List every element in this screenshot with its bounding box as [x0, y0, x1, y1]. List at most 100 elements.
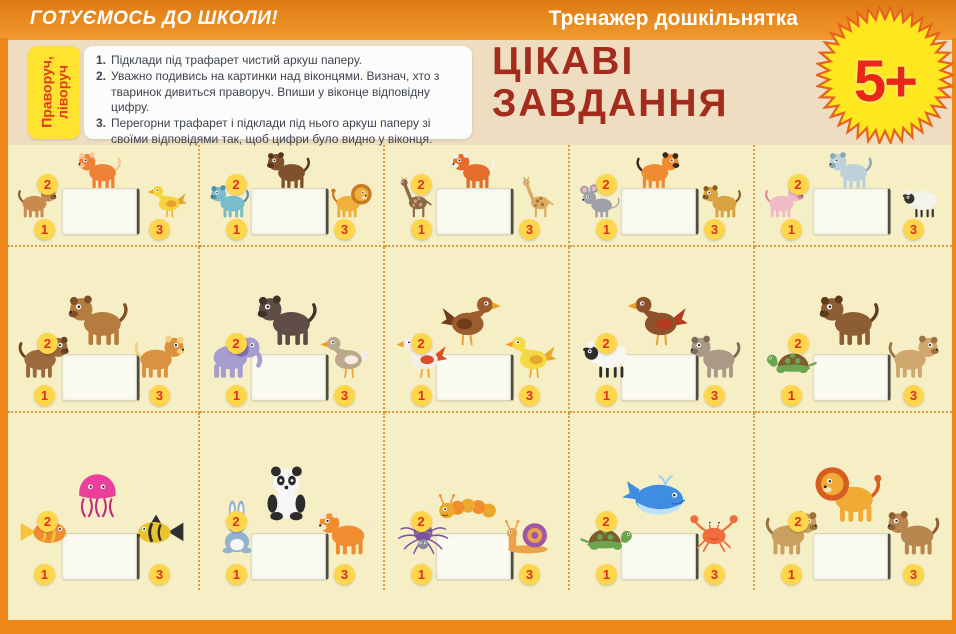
number-badge: 1 [596, 219, 617, 240]
animal-lion [330, 177, 373, 220]
animal-crab [685, 500, 743, 558]
series-title: ГОТУЄМОСЬ ДО ШКОЛИ! [30, 8, 279, 29]
animal-turkey [623, 283, 689, 349]
number-badge: 3 [903, 564, 924, 585]
number-badge: 1 [781, 385, 802, 406]
animal-lion [813, 456, 883, 526]
animal-puppy [886, 325, 942, 381]
animal-hen [438, 283, 504, 349]
task-cell: 1 2 3 [8, 145, 200, 247]
animal-sheep [899, 177, 942, 220]
animal-chick [502, 325, 558, 381]
answer-window [620, 188, 699, 235]
task-cell: 1 2 3 [385, 413, 570, 590]
answer-window [812, 188, 891, 235]
number-badge: 2 [37, 333, 58, 354]
answer-window [812, 354, 891, 401]
number-badge: 1 [411, 219, 432, 240]
animal-donkey [687, 325, 743, 381]
top-orange-bar: ГОТУЄМОСЬ ДО ШКОЛИ! Тренажер дошкільнятк… [0, 0, 956, 40]
starburst-icon [816, 6, 954, 144]
number-badge: 2 [225, 174, 247, 195]
animal-panda [251, 456, 321, 526]
instructions-list: 1. Підклади під трафарет чистий аркуш пап… [96, 53, 462, 147]
animal-squirrel [65, 283, 131, 349]
animal-turtle [763, 325, 819, 381]
animal-hippo [253, 283, 319, 349]
animal-bear [815, 283, 881, 349]
age-badge-text: 5+ [853, 48, 918, 114]
number-badge: 1 [226, 219, 247, 240]
animal-striped-fish [130, 500, 188, 558]
answer-window [61, 188, 140, 235]
number-badge: 1 [781, 219, 802, 240]
number-badge: 3 [903, 385, 924, 406]
animal-camel [884, 500, 942, 558]
number-badge: 3 [704, 219, 725, 240]
number-badge: 3 [334, 564, 355, 585]
number-badge: 2 [410, 333, 432, 354]
page-title: ЦІКАВІ ЗАВДАННЯ [492, 40, 729, 125]
answer-window [620, 354, 699, 401]
animal-dog [264, 143, 312, 191]
animal-ostrich [393, 177, 436, 220]
animal-mouse [578, 177, 621, 220]
answer-window [61, 533, 140, 580]
number-badge: 3 [519, 219, 540, 240]
answer-window [435, 354, 514, 401]
animal-hippo [208, 177, 251, 220]
instruction-item: 3. Перегорни трафарет і підклади під ньог… [96, 116, 433, 146]
animal-jellyfish [62, 456, 132, 526]
number-badge: 2 [37, 511, 58, 532]
task-cell: 1 2 3 [755, 413, 952, 590]
age-badge: 5+ [816, 6, 954, 144]
number-badge: 2 [787, 333, 809, 354]
answer-window [250, 188, 329, 235]
instruction-item: 2. Уважно подивись на картинки над віконц… [96, 69, 440, 115]
number-badge: 1 [781, 564, 802, 585]
animal-squirrel [315, 500, 373, 558]
number-badge: 2 [787, 511, 809, 532]
task-cell: 1 2 3 [200, 145, 385, 247]
frame-right [952, 38, 956, 622]
animal-goat [826, 143, 874, 191]
answer-window [61, 354, 140, 401]
number-badge: 1 [34, 219, 55, 240]
task-cell: 1 2 3 [385, 145, 570, 247]
number-badge: 2 [37, 174, 58, 195]
task-cell: 1 2 3 [200, 247, 385, 413]
animal-leopard [700, 177, 743, 220]
number-badge: 3 [519, 564, 540, 585]
task-cell: 1 2 3 [200, 413, 385, 590]
animal-caterpillar [436, 456, 506, 526]
number-badge: 2 [410, 511, 432, 532]
number-badge: 3 [903, 219, 924, 240]
number-badge: 3 [519, 385, 540, 406]
task-cell: 1 2 3 [570, 247, 755, 413]
number-badge: 2 [595, 174, 617, 195]
animal-tiger [634, 143, 682, 191]
animal-snail [500, 500, 558, 558]
number-badge: 1 [411, 564, 432, 585]
number-badge: 2 [595, 333, 617, 354]
task-cell: 1 2 3 [755, 247, 952, 413]
number-badge: 2 [225, 511, 247, 532]
task-cell: 1 2 3 [570, 145, 755, 247]
number-badge: 3 [704, 564, 725, 585]
book-title: Тренажер дошкільнятка [548, 7, 798, 30]
number-badge: 3 [334, 385, 355, 406]
number-badge: 1 [596, 564, 617, 585]
number-badge: 1 [34, 385, 55, 406]
animal-horse [132, 325, 188, 381]
animal-fox [449, 143, 497, 191]
topic-label: Праворуч, ліворуч [28, 46, 80, 139]
number-badge: 3 [334, 219, 355, 240]
number-badge: 1 [596, 385, 617, 406]
task-cell: 1 2 3 [570, 413, 755, 590]
answer-window [435, 188, 514, 235]
number-badge: 3 [149, 564, 170, 585]
number-badge: 1 [226, 564, 247, 585]
task-cell: 1 2 3 [385, 247, 570, 413]
